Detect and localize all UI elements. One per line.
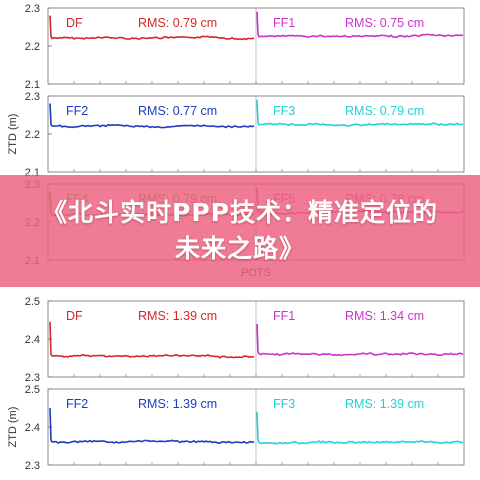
rms-label-ff1: RMS: 0.75 cm <box>345 16 424 30</box>
series-label-df: DF <box>66 16 83 30</box>
y-tick-label: 2.4 <box>25 422 40 434</box>
y-tick-label: 2.3 <box>25 3 40 15</box>
series-label-ff3: FF3 <box>273 397 295 411</box>
y-tick-label: 2.3 <box>25 460 40 472</box>
y-axis-label: ZTD (m) <box>7 407 19 448</box>
y-tick-label: 2.2 <box>25 41 40 53</box>
y-tick-label: 2.3 <box>25 372 40 384</box>
y-tick-label: 2.1 <box>25 79 40 91</box>
y-tick-label: 2.5 <box>25 384 40 396</box>
series-label-ff1: FF1 <box>273 16 295 30</box>
series-label-ff3: FF3 <box>273 104 295 118</box>
series-line-ff1 <box>256 11 464 38</box>
series-line-ff2 <box>49 407 255 444</box>
series-line-ff1 <box>256 323 464 357</box>
series-label-df: DF <box>66 309 83 323</box>
series-label-ff1: FF1 <box>273 309 295 323</box>
rms-label-ff2: RMS: 0.77 cm <box>138 104 217 118</box>
series-line-df <box>49 15 255 41</box>
series-label-ff2: FF2 <box>66 397 88 411</box>
banner-title: 《北斗实时PPP技术：精准定位的未来之路》 <box>42 198 438 263</box>
y-tick-label: 2.5 <box>25 296 40 308</box>
y-tick-label: 2.3 <box>25 91 40 103</box>
y-tick-label: 2.4 <box>25 334 40 346</box>
rms-label-ff3: RMS: 0.79 cm <box>345 104 424 118</box>
rms-label-ff2: RMS: 1.39 cm <box>138 397 217 411</box>
y-tick-label: 2.2 <box>25 129 40 141</box>
y-axis-label: ZTD (m) <box>7 114 19 155</box>
rms-label-ff3: RMS: 1.39 cm <box>345 397 424 411</box>
series-line-df <box>49 321 255 359</box>
title-banner: 《北斗实时PPP技术：精准定位的未来之路》 <box>0 175 480 287</box>
rms-label-df: RMS: 0.79 cm <box>138 16 217 30</box>
rms-label-ff1: RMS: 1.34 cm <box>345 309 424 323</box>
series-line-ff2 <box>49 103 255 129</box>
rms-label-df: RMS: 1.39 cm <box>138 309 217 323</box>
series-line-ff3 <box>256 411 464 445</box>
series-label-ff2: FF2 <box>66 104 88 118</box>
series-line-ff3 <box>256 99 464 127</box>
